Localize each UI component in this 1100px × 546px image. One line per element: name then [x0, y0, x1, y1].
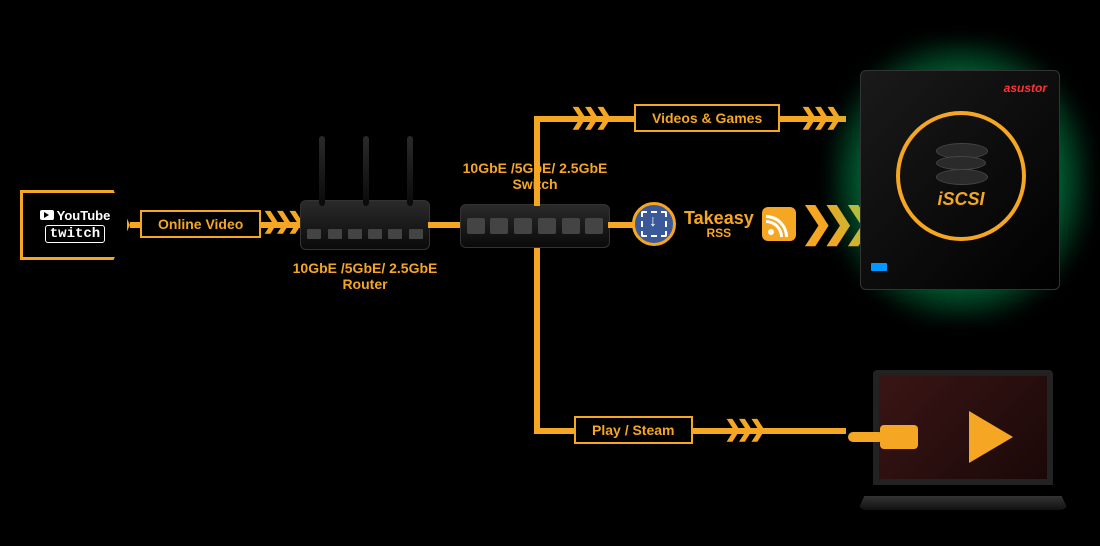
edge-label-videos-games: Videos & Games [634, 104, 780, 132]
chevrons-src-router-icon: ❯❯❯ [262, 208, 299, 234]
edge-switch-laptop-v [534, 248, 540, 432]
router-node [300, 200, 430, 250]
router-label: 10GbE /5GbE/ 2.5GbE Router [280, 260, 450, 292]
edge-label-play-steam: Play / Steam [574, 416, 693, 444]
router-label-line2: Router [280, 276, 450, 292]
iscsi-badge: iSCSI [896, 111, 1026, 241]
database-icon [936, 143, 986, 183]
source-badge: YouTube twitch [20, 190, 130, 260]
laptop-device [858, 370, 1068, 510]
usb-port-icon [871, 263, 887, 271]
edge-label-online-video: Online Video [140, 210, 261, 238]
hdmi-dongle-icon [848, 425, 918, 455]
nas-brand: asustor [1004, 81, 1047, 95]
laptop-base [858, 496, 1068, 510]
play-icon [969, 411, 1013, 463]
edge-router-switch [428, 222, 462, 228]
youtube-play-icon [40, 210, 54, 220]
takeasy-sublabel: RSS [707, 227, 732, 239]
antenna-icon [363, 136, 369, 206]
chevrons-play-steam-icon: ❯❯❯ [724, 416, 761, 442]
twitch-logo: twitch [45, 225, 105, 243]
router-icon [300, 200, 430, 250]
antenna-icon [319, 136, 325, 206]
takeasy-label: Takeasy [684, 209, 754, 227]
chevrons-videos-games-left-icon: ❯❯❯ [570, 104, 607, 130]
router-label-line1: 10GbE /5GbE/ 2.5GbE [280, 260, 450, 276]
antenna-icon [407, 136, 413, 206]
youtube-logo: YouTube [40, 208, 111, 223]
takeasy-icon [632, 202, 676, 246]
switch-node [460, 204, 610, 248]
takeasy-group: Takeasy RSS [632, 202, 796, 246]
youtube-text: YouTube [57, 208, 111, 223]
rss-icon [762, 207, 796, 241]
edge-switch-nas-v [534, 118, 540, 206]
switch-icon [460, 204, 610, 248]
iscsi-text: iSCSI [937, 189, 984, 210]
nas-device: asustor iSCSI [860, 70, 1060, 290]
